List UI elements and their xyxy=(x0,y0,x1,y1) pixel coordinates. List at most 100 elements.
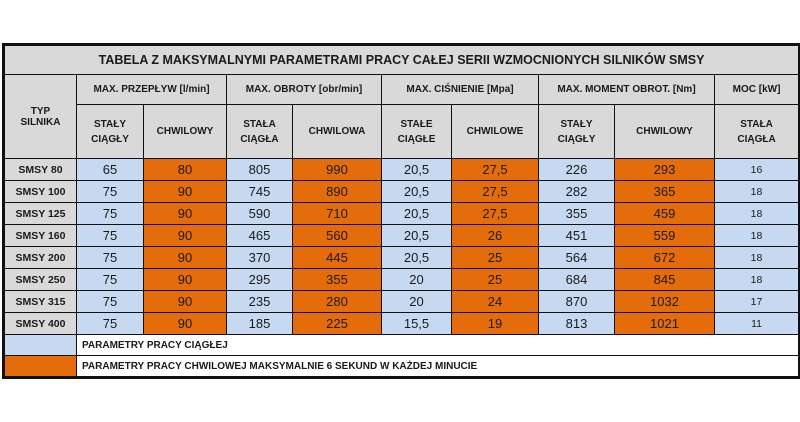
sub-header-line: CHWILOWA xyxy=(308,126,366,137)
intermittent-value: 280 xyxy=(292,290,382,313)
intermittent-value: 90 xyxy=(143,268,227,291)
continuous-value: 870 xyxy=(538,290,615,313)
continuous-value: 20,5 xyxy=(381,224,452,247)
continuous-value: 18 xyxy=(713,268,800,291)
continuous-value: 11 xyxy=(713,312,800,335)
motor-type: SMSY 250 xyxy=(3,268,77,291)
group-header: MAX. OBROTY [obr/min] xyxy=(226,74,382,105)
intermittent-value: 710 xyxy=(292,202,382,225)
continuous-value: 745 xyxy=(226,180,293,203)
motor-type: SMSY 125 xyxy=(3,202,77,225)
continuous-value: 17 xyxy=(713,290,800,313)
sub-header: STAŁA CIĄGŁA xyxy=(713,104,800,159)
sub-header-line: CIĄGŁA xyxy=(737,133,776,145)
table-row: SMSY 250 75 90 295 355 20 25 684 845 18 xyxy=(3,268,800,291)
parameters-table: TABELA Z MAKSYMALNYMI PARAMETRAMI PRACY … xyxy=(2,43,800,379)
continuous-value: 18 xyxy=(713,224,800,247)
continuous-value: 185 xyxy=(226,312,293,335)
group-header: MOC [kW] xyxy=(713,74,800,105)
continuous-value: 813 xyxy=(538,312,615,335)
table-row: SMSY 200 75 90 370 445 20,5 25 564 672 18 xyxy=(3,246,800,269)
sub-header-line: CHWILOWY xyxy=(636,126,693,137)
continuous-value: 20,5 xyxy=(381,158,452,181)
continuous-value: 20,5 xyxy=(381,180,452,203)
intermittent-value: 890 xyxy=(292,180,382,203)
continuous-value: 235 xyxy=(226,290,293,313)
sub-header-line: CIĄGŁY xyxy=(557,133,596,145)
sub-header-line: CIĄGŁY xyxy=(91,133,129,145)
continuous-value: 20,5 xyxy=(381,246,452,269)
sub-header-line: STAŁY xyxy=(93,118,127,130)
continuous-value: 590 xyxy=(226,202,293,225)
table-title: TABELA Z MAKSYMALNYMI PARAMETRAMI PRACY … xyxy=(2,44,800,75)
continuous-value: 295 xyxy=(226,268,293,291)
intermittent-value: 27,5 xyxy=(451,158,539,181)
motor-type: SMSY 315 xyxy=(3,290,77,313)
continuous-value: 226 xyxy=(538,158,615,181)
sub-header: STAŁE CIĄGŁE xyxy=(381,104,452,159)
continuous-value: 18 xyxy=(713,180,800,203)
table-row: SMSY 315 75 90 235 280 20 24 870 1032 17 xyxy=(3,290,800,313)
continuous-value: 465 xyxy=(226,224,293,247)
sub-header-line: STAŁY xyxy=(560,118,593,130)
table-row: SMSY 160 75 90 465 560 20,5 26 451 559 18 xyxy=(3,224,800,247)
sub-header: STAŁY CIĄGŁY xyxy=(538,104,615,159)
legend-row: PARAMETRY PRACY CIĄGŁEJ xyxy=(3,334,800,356)
intermittent-value: 445 xyxy=(292,246,382,269)
intermittent-value: 225 xyxy=(292,312,382,335)
intermittent-value: 560 xyxy=(292,224,382,247)
sub-header: CHWILOWY xyxy=(614,104,715,159)
motor-type: SMSY 200 xyxy=(3,246,77,269)
group-header: MAX. CIŚNIENIE [Mpa] xyxy=(381,74,539,105)
intermittent-value: 1032 xyxy=(614,290,715,313)
continuous-value: 20 xyxy=(381,290,452,313)
intermittent-value: 24 xyxy=(451,290,539,313)
continuous-value: 805 xyxy=(226,158,293,181)
intermittent-value: 80 xyxy=(143,158,227,181)
continuous-value: 20,5 xyxy=(381,202,452,225)
sub-header-line: CHWILOWY xyxy=(156,126,214,137)
continuous-value: 18 xyxy=(713,202,800,225)
sub-header-line: CIĄGŁE xyxy=(397,133,436,145)
sub-header: CHWILOWA xyxy=(292,104,382,159)
continuous-value: 75 xyxy=(76,312,144,335)
sub-header-line: STAŁA xyxy=(740,118,773,130)
intermittent-value: 27,5 xyxy=(451,202,539,225)
sub-header: STAŁA CIĄGŁA xyxy=(226,104,293,159)
continuous-value: 20 xyxy=(381,268,452,291)
intermittent-value: 990 xyxy=(292,158,382,181)
sub-header: STAŁY CIĄGŁY xyxy=(76,104,144,159)
continuous-value: 75 xyxy=(76,224,144,247)
continuous-value: 282 xyxy=(538,180,615,203)
sub-header: CHWILOWE xyxy=(451,104,539,159)
intermittent-value: 365 xyxy=(614,180,715,203)
intermittent-value: 19 xyxy=(451,312,539,335)
sub-header-line: CHWILOWE xyxy=(466,126,524,137)
intermittent-value: 26 xyxy=(451,224,539,247)
intermittent-value: 293 xyxy=(614,158,715,181)
type-header: TYP SILNIKA xyxy=(3,74,77,159)
legend-row: PARAMETRY PRACY CHWILOWEJ MAKSYMALNIE 6 … xyxy=(3,355,800,378)
intermittent-value: 1021 xyxy=(614,312,715,335)
table-row: SMSY 80 65 80 805 990 20,5 27,5 226 293 16 xyxy=(3,158,800,181)
legend-label: PARAMETRY PRACY CIĄGŁEJ xyxy=(75,334,800,356)
intermittent-value: 845 xyxy=(614,268,715,291)
continuous-value: 16 xyxy=(713,158,800,181)
intermittent-value: 90 xyxy=(143,312,227,335)
continuous-value: 75 xyxy=(76,246,144,269)
intermittent-value: 355 xyxy=(292,268,382,291)
continuous-value: 75 xyxy=(76,180,144,203)
legend-swatch xyxy=(3,334,77,356)
legend-swatch xyxy=(3,355,77,378)
group-header: MAX. PRZEPŁYW [l/min] xyxy=(76,74,227,105)
intermittent-value: 27,5 xyxy=(451,180,539,203)
intermittent-value: 90 xyxy=(143,202,227,225)
sub-header: CHWILOWY xyxy=(143,104,227,159)
continuous-value: 75 xyxy=(76,202,144,225)
intermittent-value: 90 xyxy=(143,290,227,313)
sub-header-line: STAŁA xyxy=(243,118,276,130)
continuous-value: 564 xyxy=(538,246,615,269)
motor-type: SMSY 100 xyxy=(3,180,77,203)
intermittent-value: 90 xyxy=(143,224,227,247)
table-row: SMSY 100 75 90 745 890 20,5 27,5 282 365 18 xyxy=(3,180,800,203)
